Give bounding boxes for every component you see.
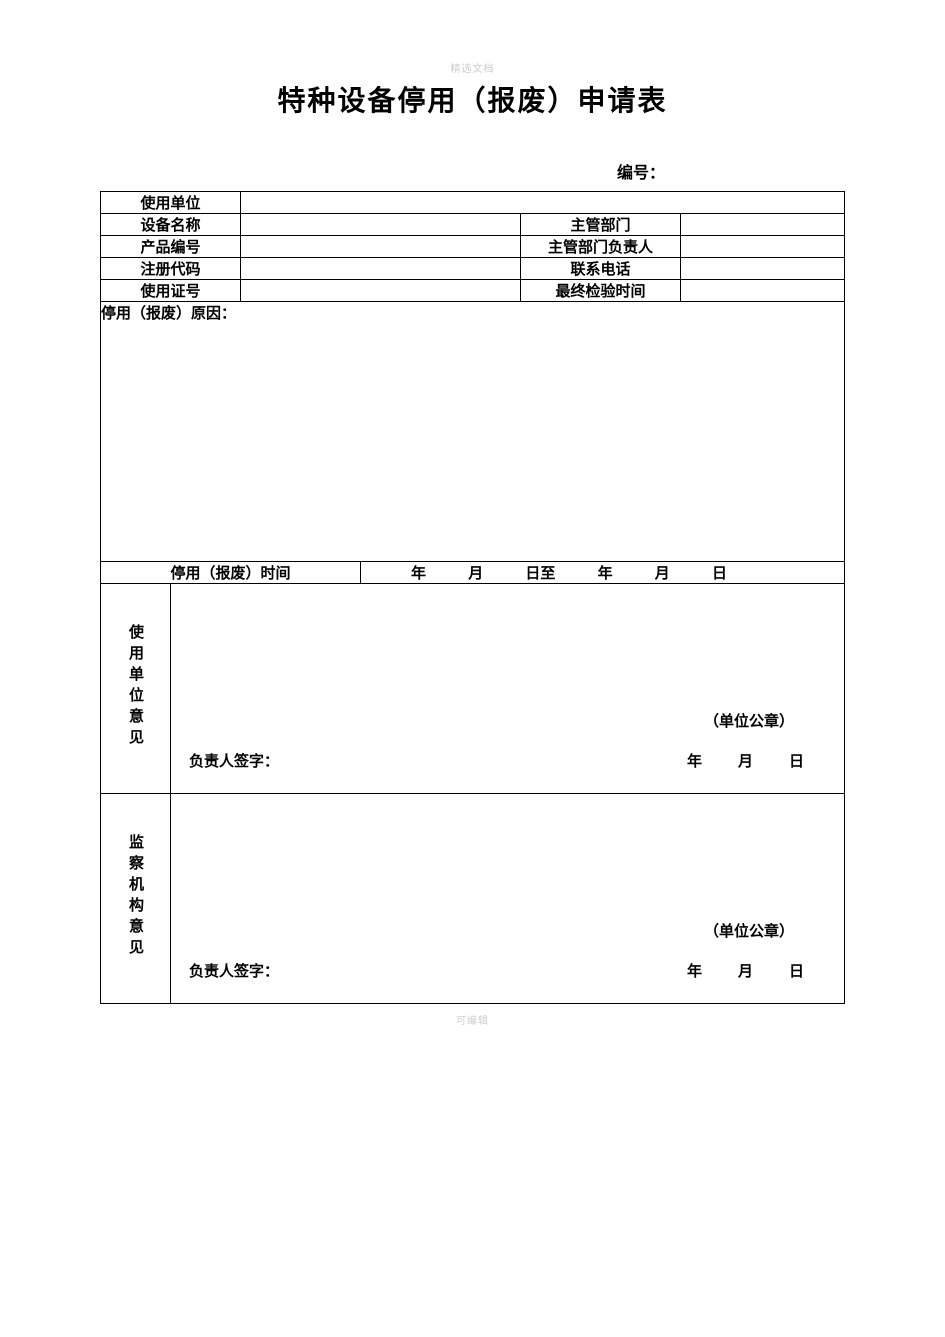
label-phone: 联系电话 xyxy=(521,258,681,280)
date2-month: 月 xyxy=(738,963,753,980)
page-title: 特种设备停用（报废）申请表 xyxy=(100,79,845,119)
value-reg-code xyxy=(241,258,521,280)
label-last-inspect: 最终检验时间 xyxy=(521,280,681,302)
label-dept-head: 主管部门负责人 xyxy=(521,236,681,258)
date-line-2: 年月日 xyxy=(687,960,804,981)
doc-number-label: 编号： xyxy=(617,165,665,182)
date-day-to: 日至 xyxy=(525,565,555,582)
body-opinion2: （单位公章） 负责人签字： 年 月 日 xyxy=(171,794,845,1004)
label-product-no: 产品编号 xyxy=(101,236,241,258)
value-stop-time: 年 月 日至 年 月 日 xyxy=(361,562,845,584)
label-opinion2-text: 监察机构意见 xyxy=(125,834,146,960)
row-product-depthead: 产品编号 主管部门负责人 xyxy=(101,236,845,258)
row-cert-inspect: 使用证号 最终检验时间 xyxy=(101,280,845,302)
label-device-name: 设备名称 xyxy=(101,214,241,236)
label-stop-time: 停用（报废）时间 xyxy=(101,562,361,584)
body-opinion1: （单位公章） 负责人签字： 年 月 日 xyxy=(171,584,845,794)
date-month1: 月 xyxy=(468,565,483,582)
label-user-unit: 使用单位 xyxy=(101,192,241,214)
value-dept-head xyxy=(681,236,845,258)
row-device-dept: 设备名称 主管部门 xyxy=(101,214,845,236)
date2-year: 年 xyxy=(687,963,702,980)
date2-day: 日 xyxy=(789,963,804,980)
seal-label-1: （单位公章） xyxy=(704,710,794,731)
date-month2: 月 xyxy=(655,565,670,582)
date1-year: 年 xyxy=(687,753,702,770)
date-year2: 年 xyxy=(598,565,613,582)
row-stop-time: 停用（报废）时间 年 月 日至 年 月 日 xyxy=(101,562,845,584)
label-cert-no: 使用证号 xyxy=(101,280,241,302)
footer-watermark: 可编辑 xyxy=(100,1012,845,1027)
label-opinion1-text: 使用单位意见 xyxy=(125,624,146,750)
date-year1: 年 xyxy=(411,565,426,582)
date-day2: 日 xyxy=(712,565,727,582)
reason-label: 停用（报废）原因： xyxy=(101,305,236,322)
value-phone xyxy=(681,258,845,280)
header-watermark: 精选文档 xyxy=(100,60,845,75)
row-user-unit: 使用单位 xyxy=(101,192,845,214)
value-device-name xyxy=(241,214,521,236)
date-line-1: 年月日 xyxy=(687,750,804,771)
value-user-unit xyxy=(241,192,845,214)
application-form-table: 使用单位 设备名称 主管部门 产品编号 主管部门负责人 注册代码 联系电话 使用… xyxy=(100,191,845,1004)
signature-label-2: 负责人签字： xyxy=(189,960,279,981)
value-cert-no xyxy=(241,280,521,302)
signature-label-1: 负责人签字： xyxy=(189,750,279,771)
label-reg-code: 注册代码 xyxy=(101,258,241,280)
doc-number-row: 编号： xyxy=(100,159,845,183)
row-opinion-user-unit: 使用单位意见 （单位公章） 负责人签字： 年 月 日 xyxy=(101,584,845,794)
label-dept: 主管部门 xyxy=(521,214,681,236)
row-reg-phone: 注册代码 联系电话 xyxy=(101,258,845,280)
value-product-no xyxy=(241,236,521,258)
seal-label-2: （单位公章） xyxy=(704,920,794,941)
row-opinion-supervision: 监察机构意见 （单位公章） 负责人签字： 年 月 日 xyxy=(101,794,845,1004)
label-opinion2: 监察机构意见 xyxy=(101,794,171,1004)
date1-month: 月 xyxy=(738,753,753,770)
value-last-inspect xyxy=(681,280,845,302)
date1-day: 日 xyxy=(789,753,804,770)
reason-cell: 停用（报废）原因： xyxy=(101,302,845,562)
row-reason: 停用（报废）原因： xyxy=(101,302,845,562)
label-opinion1: 使用单位意见 xyxy=(101,584,171,794)
value-dept xyxy=(681,214,845,236)
